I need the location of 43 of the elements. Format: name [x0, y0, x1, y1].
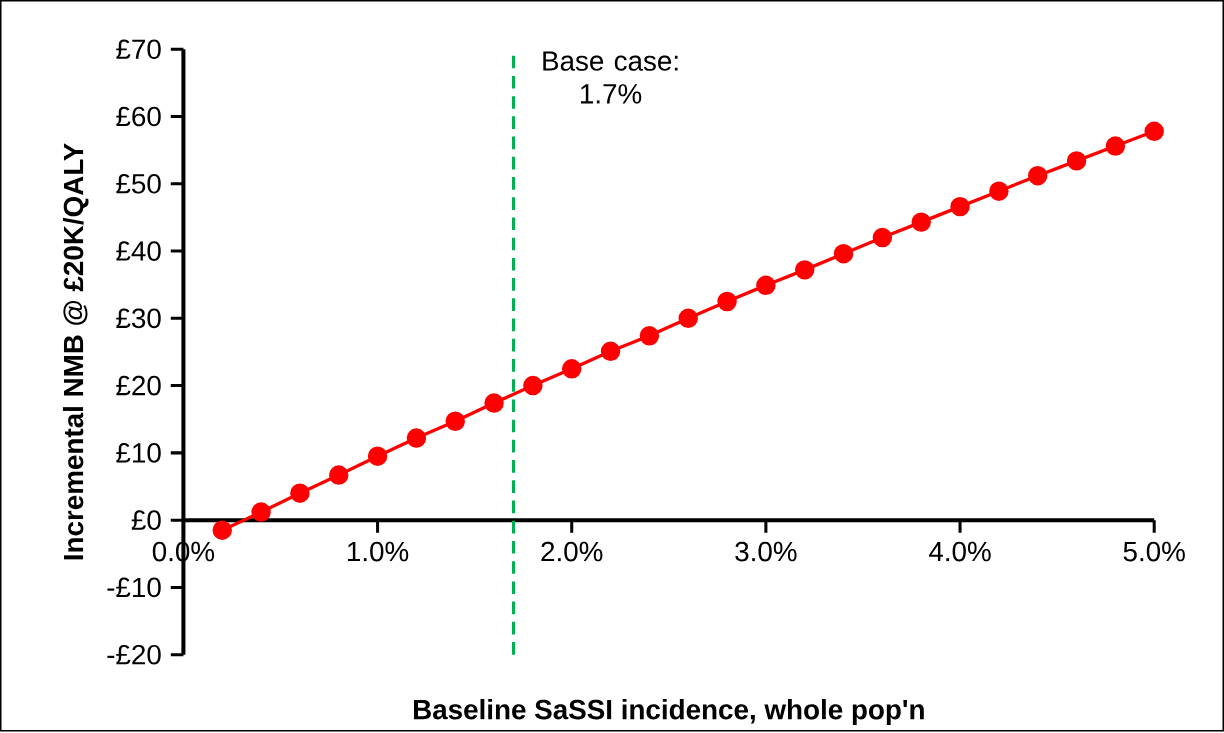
point	[794, 259, 815, 280]
point	[329, 465, 349, 485]
point	[600, 341, 621, 361]
y-tick-label: £50	[116, 173, 161, 194]
point	[406, 428, 427, 448]
point	[678, 308, 698, 328]
x-tick-label: 1.0%	[347, 541, 409, 562]
x-tick-label: 2.0%	[541, 541, 603, 562]
point	[523, 375, 543, 396]
y-tick-label: £0	[131, 510, 161, 530]
point	[756, 275, 776, 295]
point	[833, 243, 854, 264]
point	[251, 502, 271, 522]
x-tick-label: 4.0%	[929, 541, 991, 562]
point	[717, 291, 737, 312]
y-tick-label: £60	[116, 106, 161, 127]
point	[1105, 136, 1126, 156]
point	[1066, 150, 1087, 171]
point	[367, 446, 388, 466]
point	[1144, 121, 1164, 141]
x-axis-title: Baseline SaSSI incidence, whole pop'n	[414, 698, 924, 725]
point	[639, 325, 660, 346]
point	[290, 483, 310, 503]
point	[872, 227, 893, 248]
y-tick-label: £30	[116, 308, 161, 328]
y-tick-label: £40	[116, 241, 161, 261]
y-tick-label: £10	[116, 442, 161, 463]
point	[212, 520, 232, 540]
point	[989, 181, 1009, 201]
y-tick-label: -£20	[107, 644, 161, 665]
point	[445, 411, 465, 431]
x-tick-label: 3.0%	[735, 541, 797, 562]
point	[1027, 165, 1048, 186]
y-tick-label: -£10	[107, 577, 161, 598]
point	[484, 393, 504, 413]
x-tick-label: 5.0%	[1123, 541, 1185, 562]
y-tick-label: £70	[116, 39, 161, 59]
point	[950, 196, 970, 217]
point	[911, 212, 931, 232]
point	[561, 358, 582, 379]
ref-line-label: Base case: 1.7%	[543, 51, 678, 104]
y-axis-title: Incremental NMB @ £20K/QALY	[62, 143, 89, 560]
y-tick-label: £20	[116, 375, 161, 396]
